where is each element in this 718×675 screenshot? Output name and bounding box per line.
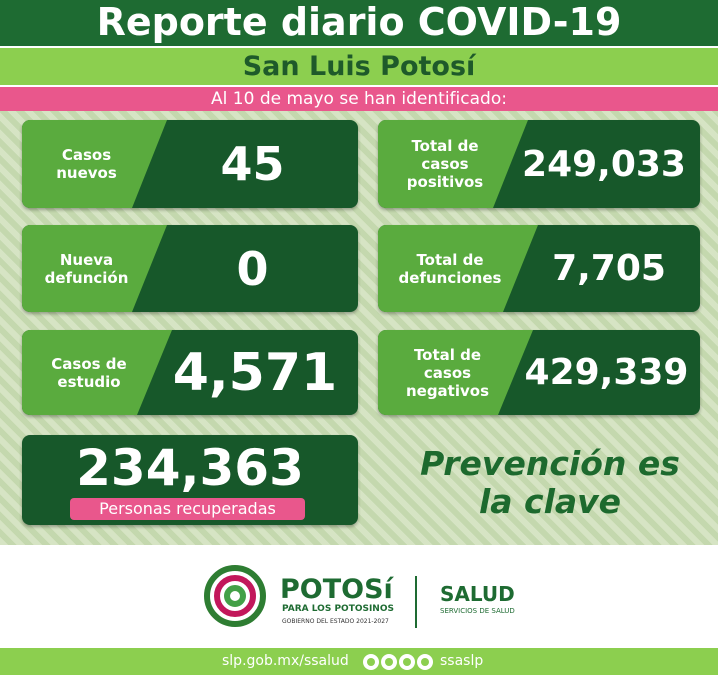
footer-handle: ssaslp <box>440 653 484 669</box>
slogan: Prevención es la clave <box>420 444 680 521</box>
stat-value: 249,033 <box>522 143 686 185</box>
social-icons <box>363 654 433 670</box>
stat-label: Total de casos negativos <box>378 330 533 415</box>
stat-value: 7,705 <box>552 248 666 289</box>
recovered-value: 234,363 <box>76 439 304 497</box>
stat-card: Casos de estudio 4,571 <box>22 330 358 415</box>
footer-url: slp.gob.mx/ssalud <box>222 653 349 669</box>
title: Reporte diario COVID-19 <box>0 0 718 46</box>
stat-value: 429,339 <box>524 352 689 393</box>
logo-divider <box>415 576 417 628</box>
logo-tagline: PARA LOS POTOSINOS <box>282 604 394 614</box>
stat-value: 4,571 <box>172 342 338 403</box>
stat-label: Total de defunciones <box>378 225 538 312</box>
stat-card: Nueva defunción 0 <box>22 225 358 312</box>
stat-label: Nueva defunción <box>22 225 167 312</box>
logo-emblem <box>204 565 266 627</box>
stat-label: Casos nuevos <box>22 120 167 208</box>
stat-label: Casos de estudio <box>22 330 172 415</box>
footer: slp.gob.mx/ssalud ssaslp <box>0 648 718 675</box>
logo-name: POTOSí <box>280 574 393 605</box>
stat-card: Total de casos positivos 249,033 <box>378 120 700 208</box>
recovered-label: Personas recuperadas <box>70 498 305 520</box>
stat-card: Casos nuevos 45 <box>22 120 358 208</box>
stat-card: Total de defunciones 7,705 <box>378 225 700 312</box>
stat-value: 45 <box>220 137 285 191</box>
stat-label: Total de casos positivos <box>378 120 528 208</box>
logo-government: GOBIERNO DEL ESTADO 2021-2027 <box>282 618 389 625</box>
logo-health-sub: SERVICIOS DE SALUD <box>440 607 515 615</box>
date-line: Al 10 de mayo se han identificado: <box>0 87 718 111</box>
subtitle: San Luis Potosí <box>0 48 718 85</box>
stat-card: Total de casos negativos 429,339 <box>378 330 700 415</box>
logo-health: SALUD <box>440 582 515 606</box>
stat-value: 0 <box>236 241 269 296</box>
